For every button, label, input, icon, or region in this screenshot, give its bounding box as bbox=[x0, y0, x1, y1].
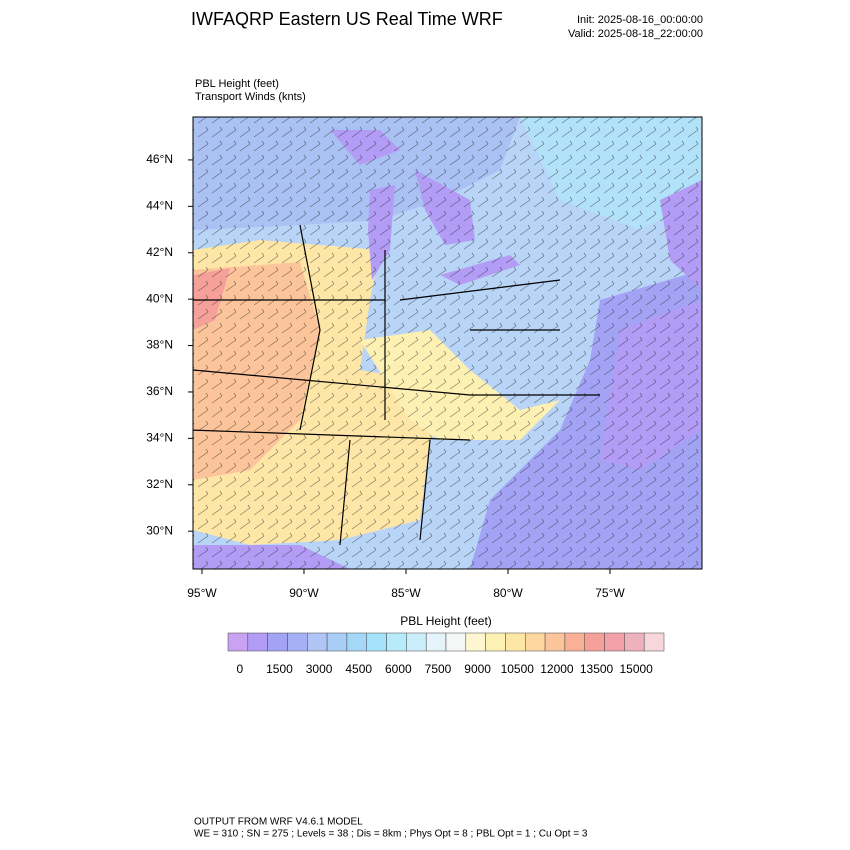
colorbar-box bbox=[564, 632, 585, 652]
x-tick-label: 90°W bbox=[289, 586, 319, 600]
colorbar-tick-label: 12000 bbox=[540, 662, 574, 676]
colorbar-tick-label: 0 bbox=[236, 662, 243, 676]
init-time: Init: 2025-08-16_00:00:00 bbox=[577, 14, 703, 26]
y-tick-label: 46°N bbox=[146, 152, 173, 166]
colorbar-box bbox=[287, 632, 308, 652]
colorbar-box bbox=[247, 632, 268, 652]
colorbar-box bbox=[445, 632, 467, 652]
y-tick-label: 40°N bbox=[146, 291, 173, 305]
colorbar-box bbox=[227, 632, 249, 652]
y-tick-label: 38°N bbox=[146, 338, 173, 352]
colorbar-tick-label: 13500 bbox=[580, 662, 614, 676]
colorbar-tick-label: 3000 bbox=[306, 662, 333, 676]
colorbar-box bbox=[584, 632, 605, 652]
colorbar-box bbox=[425, 632, 447, 652]
y-tick-label: 30°N bbox=[146, 523, 173, 537]
colorbar-box bbox=[307, 632, 328, 652]
footer-line: WE = 310 ; SN = 275 ; Levels = 38 ; Dis … bbox=[194, 829, 588, 840]
colorbar-box bbox=[485, 632, 506, 652]
colorbar-tick-label: 4500 bbox=[345, 662, 372, 676]
vector-label: Transport Winds (knts) bbox=[195, 91, 306, 103]
valid-time: Valid: 2025-08-18_22:00:00 bbox=[568, 28, 703, 40]
colorbar-box bbox=[386, 632, 407, 652]
x-tick-label: 85°W bbox=[391, 586, 421, 600]
colorbar-box bbox=[326, 632, 348, 652]
title: IWFAQRP Eastern US Real Time WRF bbox=[191, 9, 503, 29]
colorbar-tick-label: 7500 bbox=[425, 662, 452, 676]
colorbar-box bbox=[267, 632, 288, 652]
y-tick-label: 36°N bbox=[146, 384, 173, 398]
colorbar-tick-label: 1500 bbox=[266, 662, 293, 676]
x-tick-label: 95°W bbox=[187, 586, 217, 600]
colorbar-box bbox=[505, 632, 526, 652]
colorbar-box bbox=[624, 632, 645, 652]
colorbar-tick-label: 10500 bbox=[501, 662, 535, 676]
colorbar-box bbox=[525, 632, 546, 652]
colorbar-tick-label: 15000 bbox=[619, 662, 653, 676]
footer-line: OUTPUT FROM WRF V4.6.1 MODEL bbox=[194, 817, 363, 828]
colorbar-box bbox=[544, 632, 566, 652]
colorbar-tick-label: 6000 bbox=[385, 662, 412, 676]
y-tick-label: 34°N bbox=[146, 431, 173, 445]
y-tick-label: 42°N bbox=[146, 245, 173, 259]
x-tick-label: 75°W bbox=[595, 586, 625, 600]
colorbar-title: PBL Height (feet) bbox=[400, 614, 492, 628]
map-frame bbox=[192, 116, 703, 570]
colorbar-box bbox=[643, 632, 665, 652]
x-tick-label: 80°W bbox=[493, 586, 523, 600]
colorbar-box bbox=[346, 632, 367, 652]
colorbar-tick-label: 9000 bbox=[464, 662, 491, 676]
colorbar-box bbox=[604, 632, 625, 652]
map-field bbox=[193, 117, 702, 569]
colorbar-box bbox=[366, 632, 387, 652]
field-label: PBL Height (feet) bbox=[195, 78, 279, 90]
colorbar-box bbox=[406, 632, 427, 652]
y-tick-label: 32°N bbox=[146, 477, 173, 491]
y-tick-label: 44°N bbox=[146, 199, 173, 213]
colorbar-box bbox=[465, 632, 486, 652]
